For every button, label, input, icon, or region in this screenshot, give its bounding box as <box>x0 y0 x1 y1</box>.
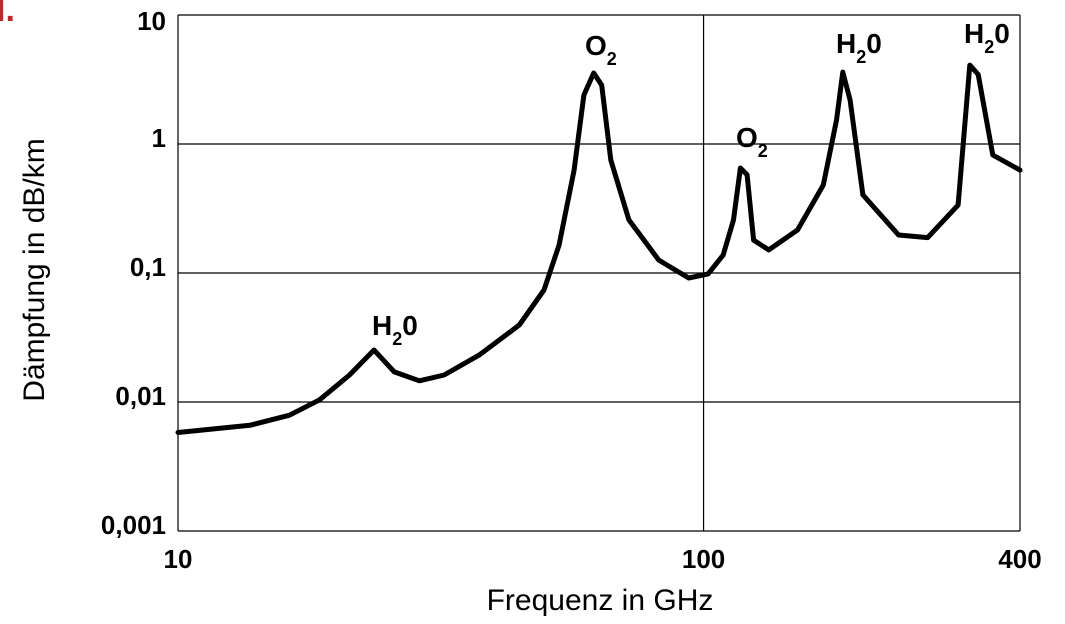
x-tick-label: 100 <box>682 544 725 574</box>
peak-label-text: O2 <box>585 30 617 68</box>
peak-label-sub: 2 <box>856 47 866 67</box>
peak-label-text: O2 <box>736 122 768 160</box>
peak-label: H20 <box>964 18 1010 56</box>
peak-label-main: H <box>836 28 856 59</box>
peak-label-sub: 2 <box>984 37 994 57</box>
peak-label-text: H20 <box>836 28 882 66</box>
peak-label-main: O <box>585 30 607 61</box>
x-tick-label: 400 <box>998 544 1041 574</box>
peak-label-sub: 2 <box>758 141 768 161</box>
x-axis-title: Frequenz in GHz <box>487 584 714 617</box>
peak-label: O2 <box>736 122 768 160</box>
y-tick-label: 1 <box>152 123 166 153</box>
y-tick-label: 0,1 <box>130 252 166 282</box>
data-line <box>175 62 1023 435</box>
corner-mark: I. <box>0 0 15 29</box>
peak-label: H20 <box>836 28 882 66</box>
peak-label-sub: 2 <box>607 49 617 69</box>
y-tick-label: 0,001 <box>101 510 166 540</box>
peak-label-tail: 0 <box>994 18 1010 49</box>
peak-label-text: H20 <box>372 310 418 348</box>
peak-label-main: H <box>372 310 392 341</box>
x-tick-label: 10 <box>164 544 193 574</box>
peak-label-tail: 0 <box>866 28 882 59</box>
y-axis-title: Dämpfung in dB/km <box>18 138 51 401</box>
peak-label-tail: 0 <box>402 310 418 341</box>
peak-label-main: H <box>964 18 984 49</box>
peak-label-text: H20 <box>964 18 1010 56</box>
peak-label: H20 <box>372 310 418 348</box>
y-tick-label: 10 <box>137 6 166 36</box>
peak-label: O2 <box>585 30 617 68</box>
peak-label-main: O <box>736 122 758 153</box>
peak-label-sub: 2 <box>392 329 402 349</box>
y-tick-label: 0,01 <box>115 381 166 411</box>
